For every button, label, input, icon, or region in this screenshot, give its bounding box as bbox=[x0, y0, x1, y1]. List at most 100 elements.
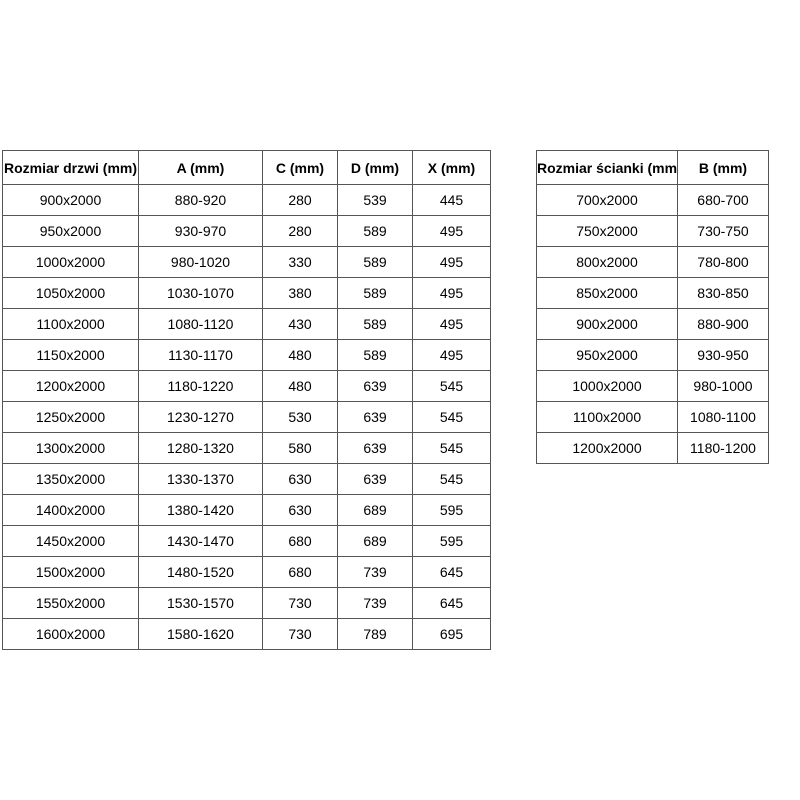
table-cell: 630 bbox=[262, 494, 338, 526]
table-cell: 750x2000 bbox=[536, 215, 678, 247]
table-cell: 789 bbox=[337, 618, 413, 650]
table-row: 1450x2000 1430-1470 680 689 595 bbox=[2, 525, 491, 557]
table-cell: 1100x2000 bbox=[536, 401, 678, 433]
table-row: 1250x2000 1230-1270 530 639 545 bbox=[2, 401, 491, 433]
table-cell: 1480-1520 bbox=[138, 556, 263, 588]
table-cell: 1200x2000 bbox=[2, 370, 139, 402]
table-cell: 900x2000 bbox=[536, 308, 678, 340]
table-cell: 1180-1220 bbox=[138, 370, 263, 402]
table-cell: 645 bbox=[412, 556, 491, 588]
table-row: 1050x2000 1030-1070 380 589 495 bbox=[2, 277, 491, 309]
table-cell: 1100x2000 bbox=[2, 308, 139, 340]
table-cell: 480 bbox=[262, 370, 338, 402]
table-cell: 495 bbox=[412, 277, 491, 309]
table-cell: 680 bbox=[262, 525, 338, 557]
table-header-row: Rozmiar drzwi (mm) A (mm) C (mm) D (mm) X (m… bbox=[2, 150, 491, 185]
table-cell: 445 bbox=[412, 184, 491, 216]
door-sizes-table: Rozmiar drzwi (mm) A (mm) C (mm) D (mm) X (m… bbox=[2, 150, 491, 650]
table-row: 1550x2000 1530-1570 730 739 645 bbox=[2, 587, 491, 619]
table-cell: 1400x2000 bbox=[2, 494, 139, 526]
table-cell: 589 bbox=[337, 339, 413, 371]
table-cell: 739 bbox=[337, 556, 413, 588]
table-cell: 545 bbox=[412, 432, 491, 464]
table-cell: 700x2000 bbox=[536, 184, 678, 216]
table-cell: 730 bbox=[262, 618, 338, 650]
table-row: 850x2000 830-850 bbox=[536, 277, 769, 309]
table-cell: 780-800 bbox=[677, 246, 769, 278]
table-cell: 730 bbox=[262, 587, 338, 619]
table-cell: 1600x2000 bbox=[2, 618, 139, 650]
table-cell: 545 bbox=[412, 401, 491, 433]
table-cell: 280 bbox=[262, 184, 338, 216]
table-row: 1600x2000 1580-1620 730 789 695 bbox=[2, 618, 491, 650]
table-row: 1100x2000 1080-1100 bbox=[536, 401, 769, 433]
table-cell: 589 bbox=[337, 215, 413, 247]
table-cell: 900x2000 bbox=[2, 184, 139, 216]
table-cell: 1430-1470 bbox=[138, 525, 263, 557]
table-cell: 800x2000 bbox=[536, 246, 678, 278]
table-cell: 930-950 bbox=[677, 339, 769, 371]
table-cell: 639 bbox=[337, 432, 413, 464]
table-cell: 880-920 bbox=[138, 184, 263, 216]
table-cell: 430 bbox=[262, 308, 338, 340]
table-cell: 589 bbox=[337, 246, 413, 278]
table-cell: 545 bbox=[412, 463, 491, 495]
table-row: 950x2000 930-950 bbox=[536, 339, 769, 371]
table-cell: 980-1020 bbox=[138, 246, 263, 278]
table-cell: 280 bbox=[262, 215, 338, 247]
table-row: 1200x2000 1180-1220 480 639 545 bbox=[2, 370, 491, 402]
table-cell: 950x2000 bbox=[536, 339, 678, 371]
table-cell: 380 bbox=[262, 277, 338, 309]
table-row: 1100x2000 1080-1120 430 589 495 bbox=[2, 308, 491, 340]
table-cell: 495 bbox=[412, 308, 491, 340]
wall-sizes-table: Rozmiar ścianki (mm) B (mm) 700x2000 680-7… bbox=[536, 150, 769, 464]
table-row: 900x2000 880-900 bbox=[536, 308, 769, 340]
table-row: 750x2000 730-750 bbox=[536, 215, 769, 247]
column-header: A (mm) bbox=[138, 150, 263, 185]
table-row: 1150x2000 1130-1170 480 589 495 bbox=[2, 339, 491, 371]
table-cell: 530 bbox=[262, 401, 338, 433]
table-cell: 595 bbox=[412, 494, 491, 526]
table-cell: 1230-1270 bbox=[138, 401, 263, 433]
table-cell: 739 bbox=[337, 587, 413, 619]
table-cell: 880-900 bbox=[677, 308, 769, 340]
table-cell: 630 bbox=[262, 463, 338, 495]
column-header: X (mm) bbox=[412, 150, 491, 185]
table-row: 800x2000 780-800 bbox=[536, 246, 769, 278]
table-row: 1200x2000 1180-1200 bbox=[536, 432, 769, 464]
table-cell: 495 bbox=[412, 215, 491, 247]
table-cell: 1530-1570 bbox=[138, 587, 263, 619]
table-cell: 639 bbox=[337, 401, 413, 433]
table-row: 1350x2000 1330-1370 630 639 545 bbox=[2, 463, 491, 495]
table-cell: 1050x2000 bbox=[2, 277, 139, 309]
column-header: Rozmiar drzwi (mm) bbox=[2, 150, 139, 185]
table-row: 1000x2000 980-1020 330 589 495 bbox=[2, 246, 491, 278]
table-cell: 1330-1370 bbox=[138, 463, 263, 495]
table-cell: 680 bbox=[262, 556, 338, 588]
table-cell: 1580-1620 bbox=[138, 618, 263, 650]
table-cell: 689 bbox=[337, 494, 413, 526]
table-cell: 330 bbox=[262, 246, 338, 278]
table-cell: 1130-1170 bbox=[138, 339, 263, 371]
table-cell: 695 bbox=[412, 618, 491, 650]
table-cell: 639 bbox=[337, 370, 413, 402]
table-cell: 980-1000 bbox=[677, 370, 769, 402]
table-cell: 580 bbox=[262, 432, 338, 464]
table-cell: 1280-1320 bbox=[138, 432, 263, 464]
table-cell: 539 bbox=[337, 184, 413, 216]
table-cell: 495 bbox=[412, 339, 491, 371]
table-cell: 639 bbox=[337, 463, 413, 495]
table-cell: 680-700 bbox=[677, 184, 769, 216]
table-cell: 1450x2000 bbox=[2, 525, 139, 557]
table-cell: 1250x2000 bbox=[2, 401, 139, 433]
table-cell: 1080-1100 bbox=[677, 401, 769, 433]
table-cell: 950x2000 bbox=[2, 215, 139, 247]
table-cell: 730-750 bbox=[677, 215, 769, 247]
column-header: B (mm) bbox=[677, 150, 769, 185]
table-row: 900x2000 880-920 280 539 445 bbox=[2, 184, 491, 216]
table-cell: 595 bbox=[412, 525, 491, 557]
table-cell: 1200x2000 bbox=[536, 432, 678, 464]
table-cell: 689 bbox=[337, 525, 413, 557]
table-cell: 495 bbox=[412, 246, 491, 278]
column-header: Rozmiar ścianki (mm) bbox=[536, 150, 678, 185]
